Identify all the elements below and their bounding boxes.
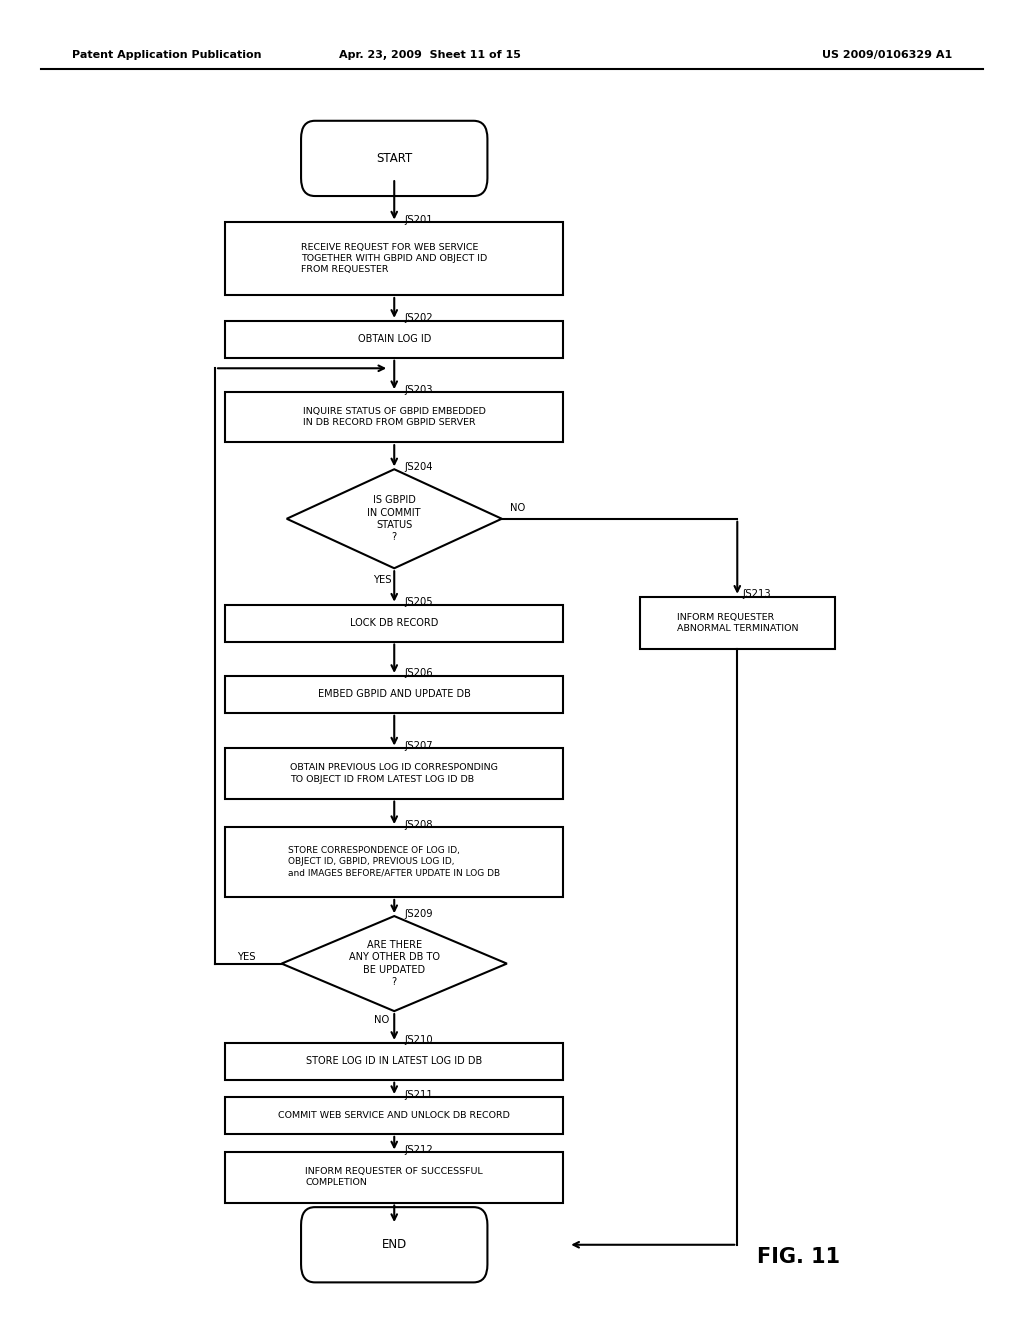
Text: ʃS202: ʃS202 — [404, 313, 433, 323]
Text: END: END — [382, 1238, 407, 1251]
Text: STORE LOG ID IN LATEST LOG ID DB: STORE LOG ID IN LATEST LOG ID DB — [306, 1056, 482, 1067]
FancyBboxPatch shape — [301, 121, 487, 195]
Bar — [225, 676, 563, 713]
Text: ʃS201: ʃS201 — [404, 215, 433, 224]
Text: NO: NO — [375, 1015, 389, 1026]
Text: OBTAIN PREVIOUS LOG ID CORRESPONDING
TO OBJECT ID FROM LATEST LOG ID DB: OBTAIN PREVIOUS LOG ID CORRESPONDING TO … — [290, 763, 499, 784]
Bar — [225, 321, 563, 358]
Bar — [225, 392, 563, 442]
Text: INQUIRE STATUS OF GBPID EMBEDDED
IN DB RECORD FROM GBPID SERVER: INQUIRE STATUS OF GBPID EMBEDDED IN DB R… — [303, 407, 485, 428]
Text: COMMIT WEB SERVICE AND UNLOCK DB RECORD: COMMIT WEB SERVICE AND UNLOCK DB RECORD — [279, 1111, 510, 1119]
Text: ʃS212: ʃS212 — [404, 1144, 433, 1155]
Text: STORE CORRESPONDENCE OF LOG ID,
OBJECT ID, GBPID, PREVIOUS LOG ID,
and IMAGES BE: STORE CORRESPONDENCE OF LOG ID, OBJECT I… — [288, 846, 501, 878]
Polygon shape — [287, 470, 502, 568]
Text: START: START — [376, 152, 413, 165]
Text: INFORM REQUESTER
ABNORMAL TERMINATION: INFORM REQUESTER ABNORMAL TERMINATION — [677, 612, 798, 634]
Text: ʃS211: ʃS211 — [404, 1089, 433, 1100]
Text: EMBED GBPID AND UPDATE DB: EMBED GBPID AND UPDATE DB — [317, 689, 471, 700]
Text: ʃS208: ʃS208 — [404, 820, 433, 830]
Text: ʃS203: ʃS203 — [404, 384, 433, 395]
Text: ʃS205: ʃS205 — [404, 597, 433, 607]
Text: INFORM REQUESTER OF SUCCESSFUL
COMPLETION: INFORM REQUESTER OF SUCCESSFUL COMPLETIO… — [305, 1167, 483, 1188]
Bar — [225, 1043, 563, 1080]
Bar — [225, 222, 563, 296]
Text: US 2009/0106329 A1: US 2009/0106329 A1 — [822, 50, 952, 61]
Text: FIG. 11: FIG. 11 — [757, 1246, 841, 1267]
Bar — [225, 748, 563, 799]
Bar — [225, 826, 563, 898]
FancyBboxPatch shape — [301, 1206, 487, 1283]
Bar — [225, 605, 563, 642]
Text: ʃS213: ʃS213 — [742, 589, 771, 599]
Bar — [225, 1152, 563, 1203]
Text: ʃS209: ʃS209 — [404, 908, 433, 919]
Text: NO: NO — [510, 503, 525, 513]
Text: Patent Application Publication: Patent Application Publication — [72, 50, 261, 61]
Bar — [640, 597, 835, 649]
Polygon shape — [282, 916, 507, 1011]
Text: ARE THERE
ANY OTHER DB TO
BE UPDATED
?: ARE THERE ANY OTHER DB TO BE UPDATED ? — [349, 940, 439, 987]
Bar — [225, 1097, 563, 1134]
Text: Apr. 23, 2009  Sheet 11 of 15: Apr. 23, 2009 Sheet 11 of 15 — [339, 50, 521, 61]
Text: ʃS207: ʃS207 — [404, 741, 433, 751]
Text: RECEIVE REQUEST FOR WEB SERVICE
TOGETHER WITH GBPID AND OBJECT ID
FROM REQUESTER: RECEIVE REQUEST FOR WEB SERVICE TOGETHER… — [301, 243, 487, 275]
Text: ʃS206: ʃS206 — [404, 668, 433, 678]
Text: YES: YES — [238, 952, 256, 962]
Text: IS GBPID
IN COMMIT
STATUS
?: IS GBPID IN COMMIT STATUS ? — [368, 495, 421, 543]
Text: ʃS204: ʃS204 — [404, 462, 433, 473]
Text: OBTAIN LOG ID: OBTAIN LOG ID — [357, 334, 431, 345]
Text: ʃS210: ʃS210 — [404, 1035, 433, 1045]
Text: YES: YES — [373, 576, 391, 585]
Text: LOCK DB RECORD: LOCK DB RECORD — [350, 618, 438, 628]
